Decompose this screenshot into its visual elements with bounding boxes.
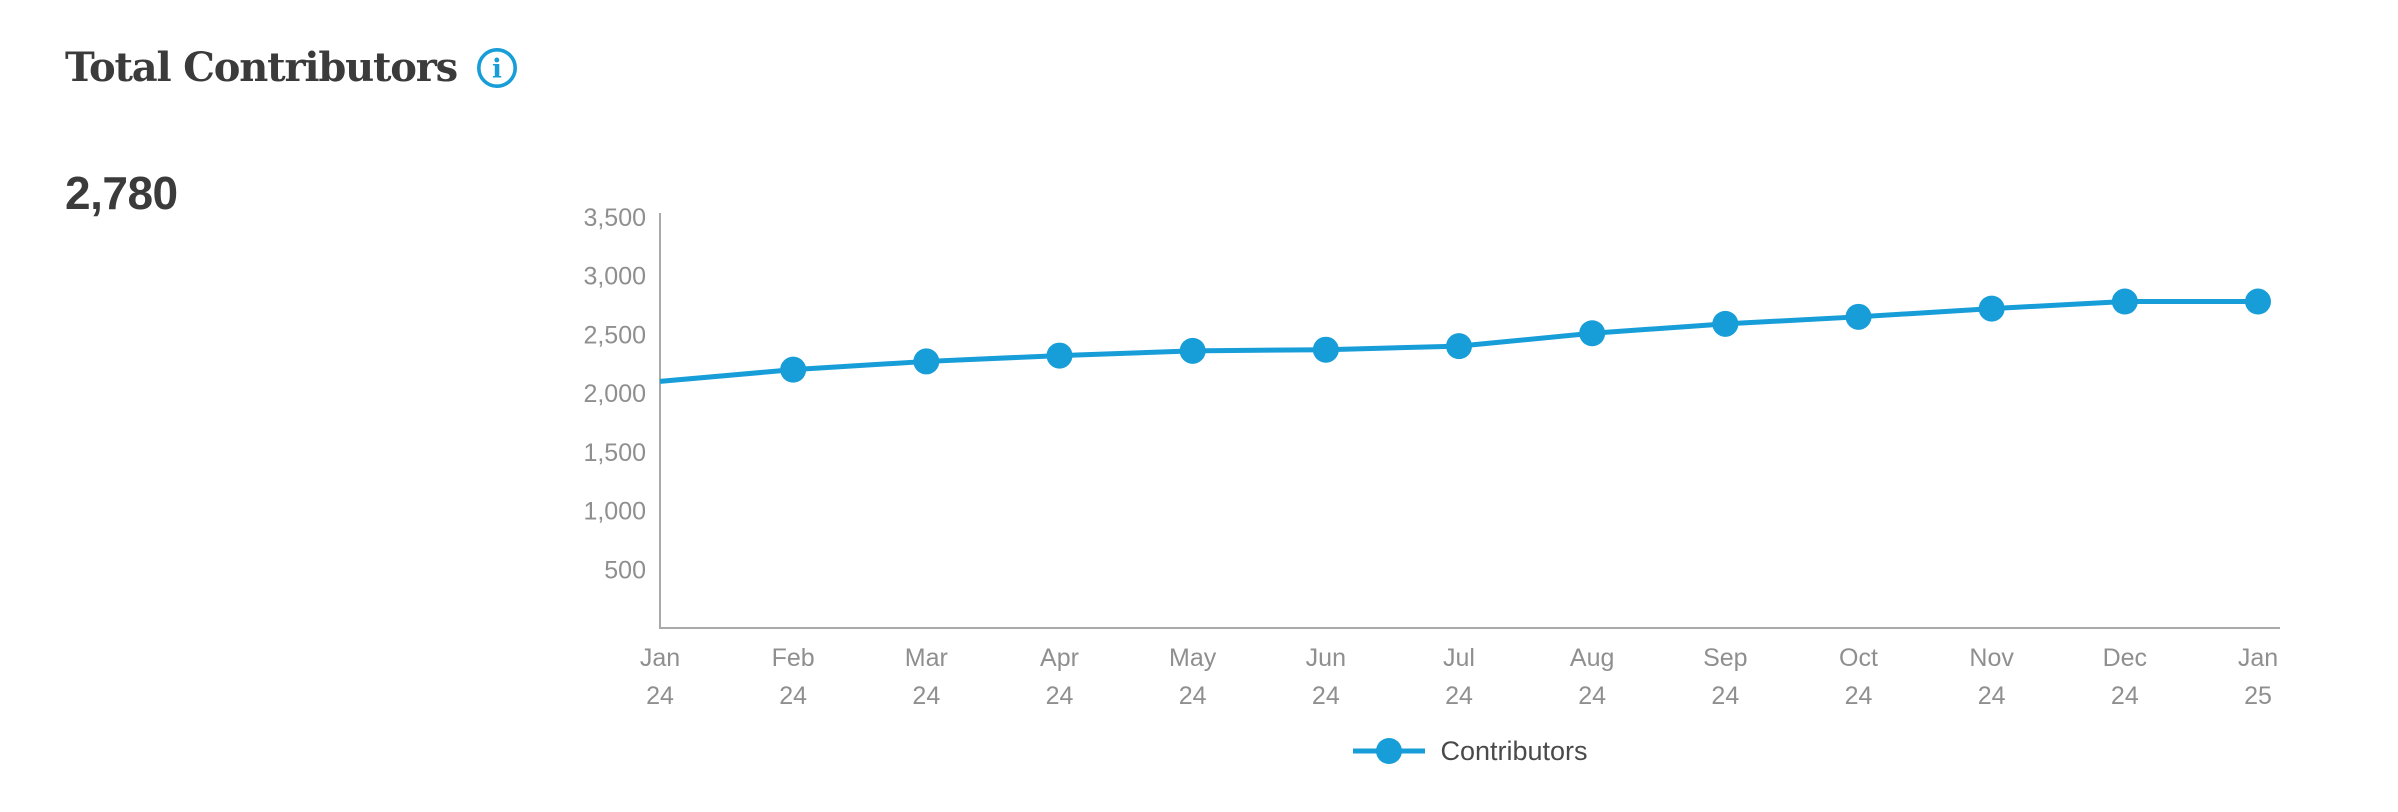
data-point-may-24[interactable] xyxy=(1179,337,1206,364)
data-point-aug-24[interactable] xyxy=(1579,320,1606,347)
y-tick-label: 2,000 xyxy=(583,380,646,408)
info-icon[interactable]: i xyxy=(475,46,519,90)
x-tick-label: May 24 xyxy=(1169,644,1217,710)
data-point-feb-24[interactable] xyxy=(780,356,807,383)
legend-label: Contributors xyxy=(1440,735,1588,766)
x-tick-label: Sep 24 xyxy=(1703,644,1747,710)
legend: Contributors xyxy=(660,736,2280,766)
metric-value: 2,780 xyxy=(65,167,178,219)
x-tick-label: Apr 24 xyxy=(1040,644,1079,710)
x-tick-label: Aug 24 xyxy=(1570,644,1614,710)
x-tick-label: Jul 24 xyxy=(1443,644,1475,710)
legend-item-contributors[interactable]: Contributors xyxy=(1352,735,1588,766)
y-tick-label: 1,500 xyxy=(583,439,646,467)
x-tick-label: Jan 25 xyxy=(2238,644,2278,710)
page-title: Total Contributors xyxy=(65,44,458,91)
legend-marker-icon xyxy=(1353,738,1426,764)
y-tick-label: 500 xyxy=(604,556,646,584)
data-point-dec-24[interactable] xyxy=(2111,288,2138,315)
data-point-mar-24[interactable] xyxy=(913,348,940,375)
y-tick-label: 1,000 xyxy=(583,498,646,526)
x-tick-label: Jan 24 xyxy=(640,644,680,710)
x-tick-label: Nov 24 xyxy=(1969,644,2014,710)
data-point-jun-24[interactable] xyxy=(1312,336,1339,363)
data-point-nov-24[interactable] xyxy=(1978,295,2005,322)
x-tick-label: Oct 24 xyxy=(1839,644,1878,710)
x-tick-label: Feb 24 xyxy=(772,644,815,710)
info-icon-glyph: i xyxy=(476,47,517,89)
x-tick-label: Mar 24 xyxy=(905,644,948,710)
x-tick-label: Dec 24 xyxy=(2103,644,2147,710)
svg-text:i: i xyxy=(492,55,502,85)
data-point-apr-24[interactable] xyxy=(1046,342,1073,369)
data-point-jan-25[interactable] xyxy=(2245,288,2271,315)
data-point-oct-24[interactable] xyxy=(1845,303,1872,330)
x-tick-label: Jun 24 xyxy=(1306,644,1346,710)
y-tick-label: 2,500 xyxy=(583,321,646,349)
data-point-sep-24[interactable] xyxy=(1712,310,1739,337)
y-tick-label: 3,000 xyxy=(583,263,646,291)
data-point-jul-24[interactable] xyxy=(1446,333,1472,360)
y-tick-label: 3,500 xyxy=(583,204,646,232)
card-header: Total Contributors i xyxy=(65,46,519,90)
